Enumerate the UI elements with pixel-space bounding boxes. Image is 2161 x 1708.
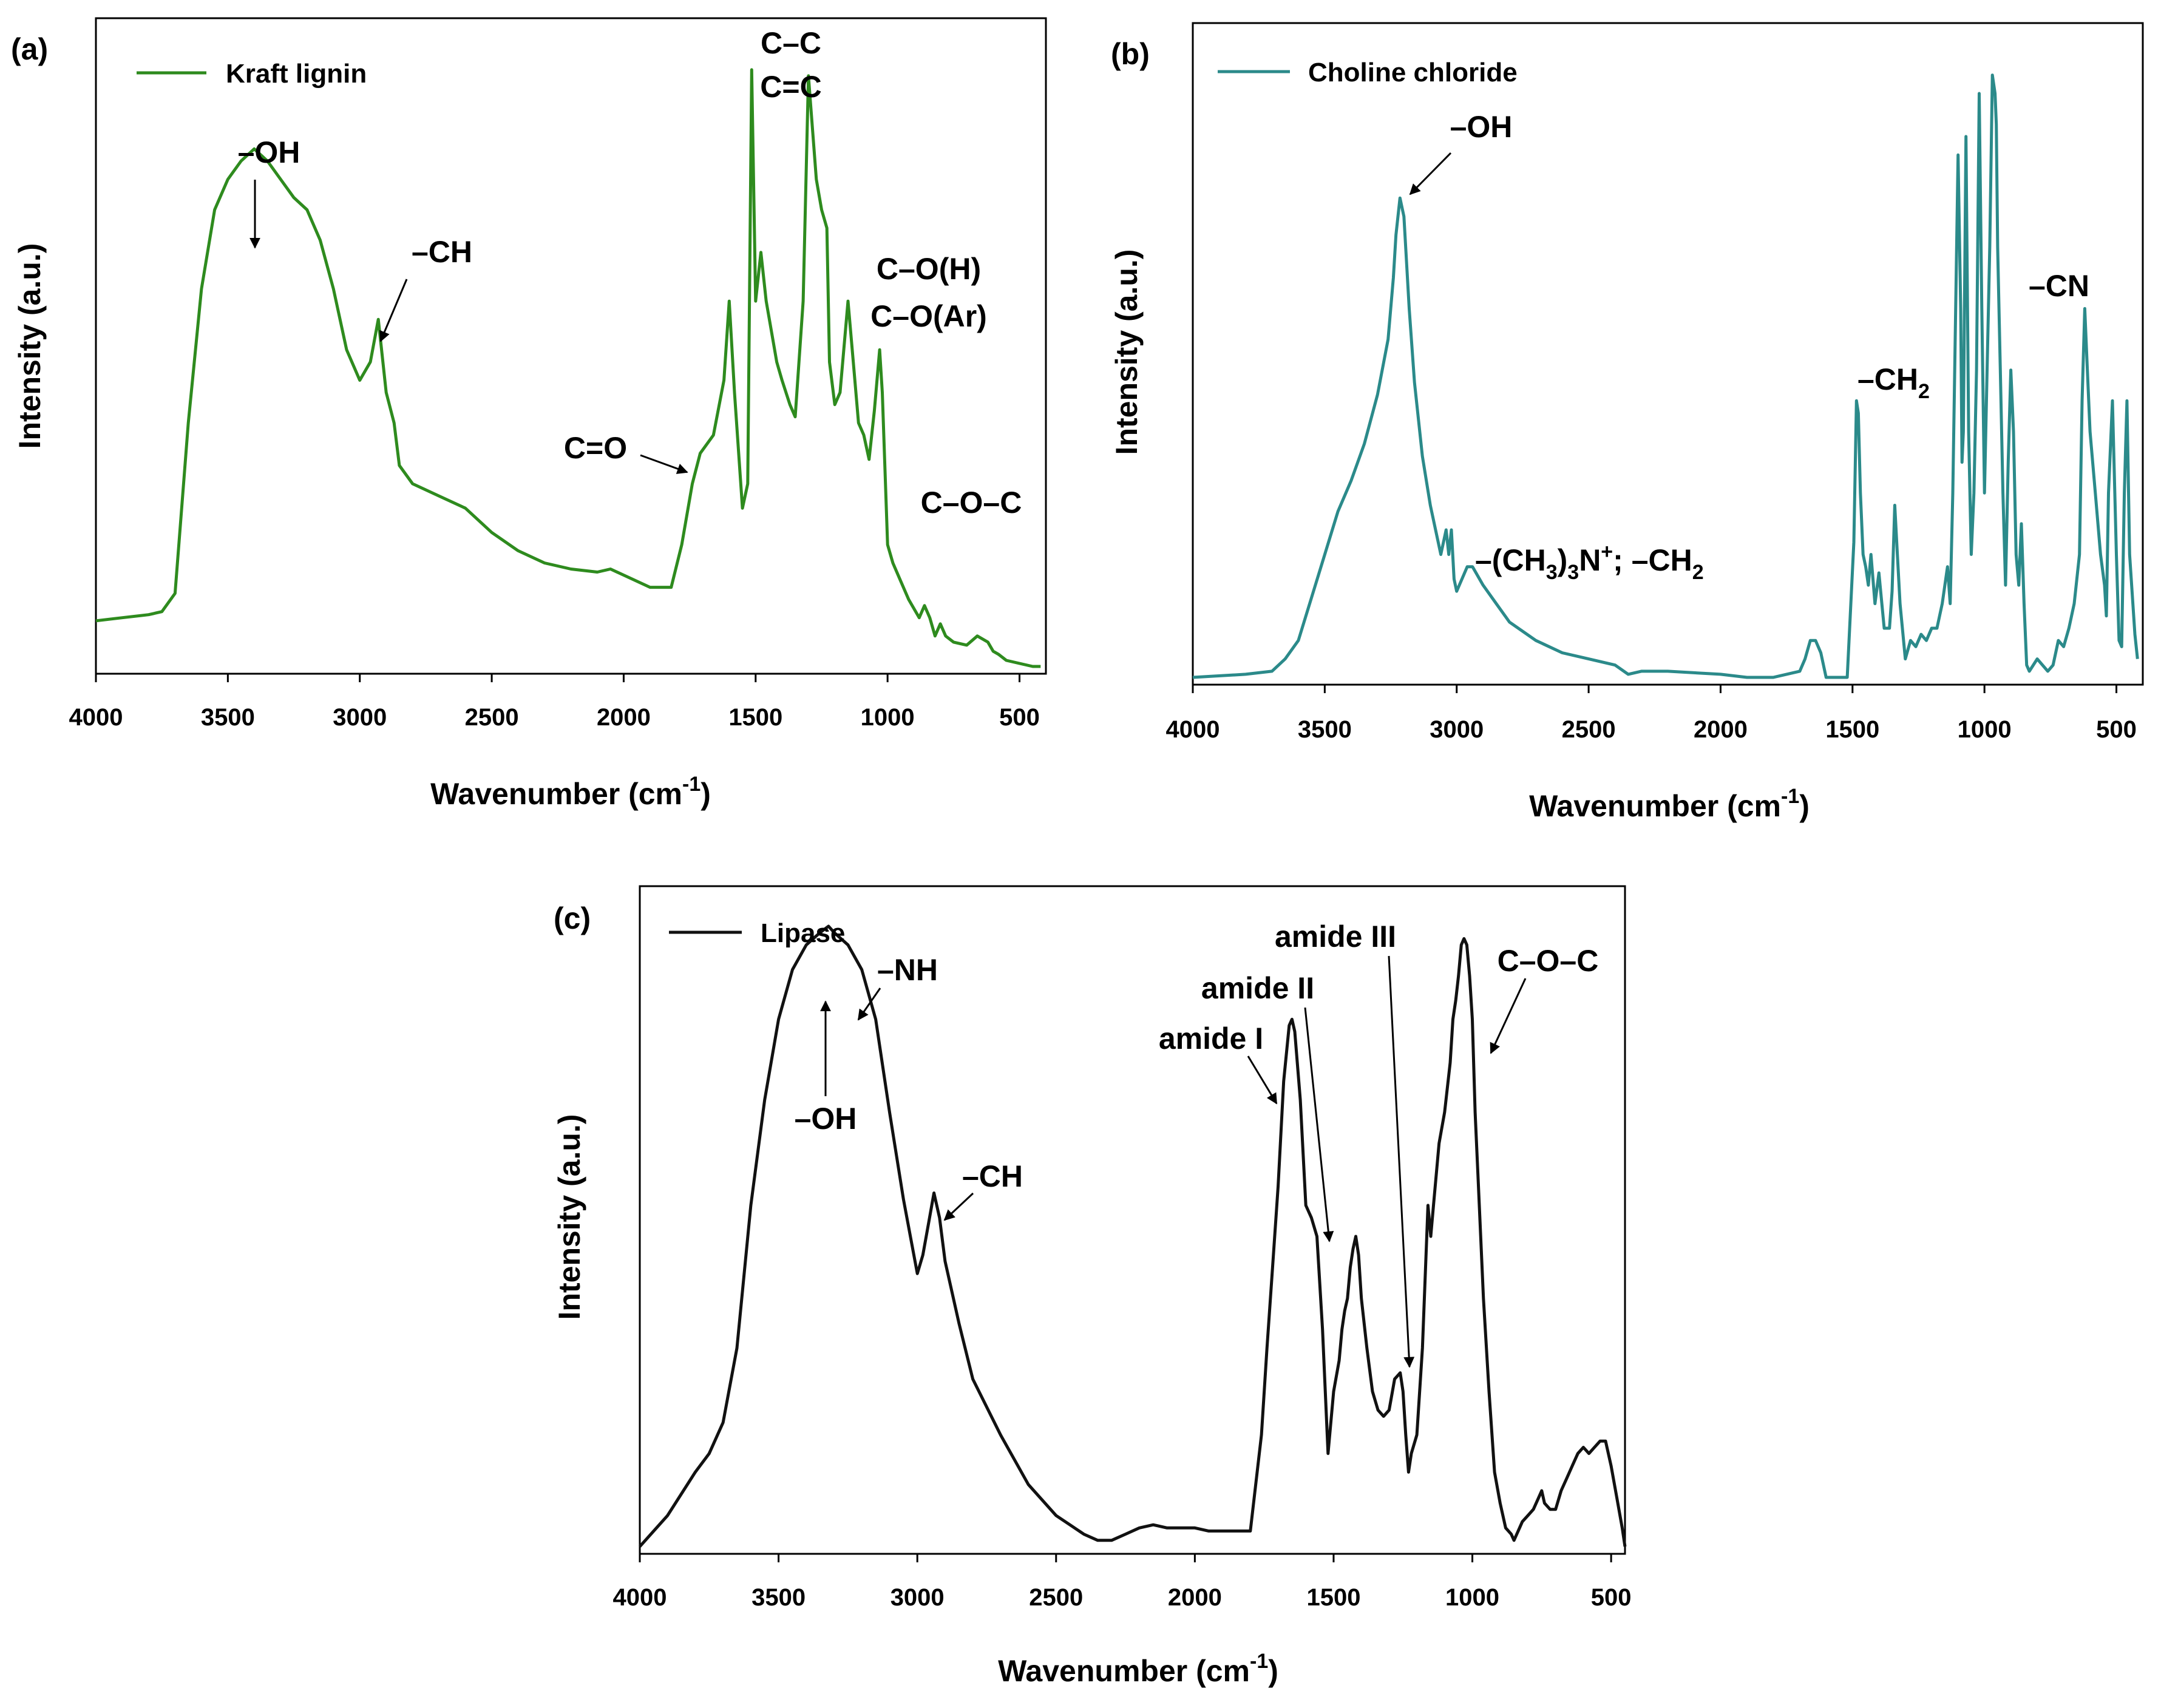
panel-b-xlabel: Wavenumber (cm-1) <box>1529 785 1810 823</box>
x-tick-label: 2000 <box>1168 1584 1222 1611</box>
x-tick-label: 3500 <box>1298 716 1352 743</box>
x-tick-label: 2500 <box>465 704 519 731</box>
x-tick-label: 3000 <box>891 1584 945 1611</box>
panel-a-ticks: 4000 3500 3000 2500 2000 1500 1000 500 <box>69 674 1040 731</box>
x-tick-label: 4000 <box>613 1584 667 1611</box>
annotation-cc: C–C <box>761 26 821 60</box>
annotation-ch3n-b: –(CH3)3N+; –CH2 <box>1475 540 1704 584</box>
x-tick-label: 3000 <box>1430 716 1484 743</box>
x-tick-label: 4000 <box>1166 716 1220 743</box>
annotation-ceqc: C=C <box>760 70 821 104</box>
annotation-amide1: amide I <box>1159 1022 1263 1056</box>
x-tick-label: 500 <box>2096 716 2137 743</box>
annotation-ch-c: –CH <box>962 1159 1023 1193</box>
arrow-ch <box>379 279 408 342</box>
panel-b: (b) 4000 3500 3000 2500 2000 1500 1000 500 Chol… <box>1110 22 2144 823</box>
panel-a-label: (a) <box>11 32 48 66</box>
panel-c-series-line <box>639 924 1627 1548</box>
annotation-amide2: amide II <box>1201 971 1314 1005</box>
annotation-coar: C–O(Ar) <box>870 299 987 333</box>
panel-b-legend-label: Choline chloride <box>1308 58 1518 87</box>
panel-a-xlabel: Wavenumber (cm-1) <box>430 773 711 811</box>
panel-c-label: (c) <box>554 901 591 935</box>
arrow-co <box>640 454 688 474</box>
arrow-oh-b <box>1409 152 1452 195</box>
x-tick-label: 3500 <box>751 1584 806 1611</box>
annotation-ch2-b: –CH2 <box>1857 362 1930 403</box>
annotation-oh: –OH <box>238 135 300 169</box>
x-tick-label: 2000 <box>1694 716 1748 743</box>
annotation-coc-c: C–O–C <box>1498 944 1599 978</box>
panel-b-series-line <box>1192 73 2139 679</box>
x-tick-label: 1500 <box>1306 1584 1360 1611</box>
panel-a-series-line <box>95 68 1041 668</box>
panel-c-ticks: 4000 3500 3000 2500 2000 1500 1000 500 <box>613 1554 1632 1611</box>
panel-b-label: (b) <box>1111 37 1150 71</box>
arrow-amide2 <box>1304 1007 1334 1242</box>
annotation-ch: –CH <box>412 235 472 269</box>
arrow-nh-c <box>857 988 881 1021</box>
x-tick-label: 2000 <box>597 704 651 731</box>
x-tick-label: 4000 <box>69 704 123 731</box>
x-tick-label: 500 <box>999 704 1040 731</box>
annotation-coh: C–O(H) <box>877 252 981 286</box>
x-tick-label: 1000 <box>1445 1584 1499 1611</box>
arrow-coc-c <box>1490 978 1527 1054</box>
panel-c: (c) 4000 3500 3000 2500 2000 1500 1000 500 Lipa… <box>552 885 1632 1688</box>
annotation-nh-c: –NH <box>877 953 938 987</box>
panel-b-ylabel: Intensity (a.u.) <box>1110 249 1144 455</box>
arrow-ch-c <box>943 1192 974 1221</box>
x-tick-label: 1000 <box>861 704 915 731</box>
x-tick-label: 1500 <box>1825 716 1879 743</box>
x-tick-label: 500 <box>1591 1584 1632 1611</box>
panel-a-ylabel: Intensity (a.u.) <box>13 243 47 449</box>
x-tick-label: 1000 <box>1958 716 2012 743</box>
x-tick-label: 1500 <box>728 704 782 731</box>
x-tick-label: 2500 <box>1562 716 1616 743</box>
annotation-cn-b: –CN <box>2029 269 2089 303</box>
x-tick-label: 3500 <box>201 704 255 731</box>
panel-a-legend-label: Kraft lignin <box>226 59 367 89</box>
panel-a-frame <box>95 17 1047 675</box>
annotation-amide3: amide III <box>1275 920 1396 954</box>
panel-b-ticks: 4000 3500 3000 2500 2000 1500 1000 500 <box>1166 685 2137 743</box>
panel-c-xlabel: Wavenumber (cm-1) <box>998 1650 1278 1688</box>
annotation-co: C=O <box>564 431 627 465</box>
annotation-oh-b: –OH <box>1450 110 1513 144</box>
panel-c-ylabel: Intensity (a.u.) <box>552 1114 586 1320</box>
panel-c-legend-label: Lipase <box>761 918 845 948</box>
panel-a: (a) 4000 3500 3000 2500 2000 1500 1000 500 Kraf… <box>11 17 1047 811</box>
panel-c-frame <box>639 885 1626 1555</box>
annotation-oh-c: –OH <box>795 1102 857 1136</box>
x-tick-label: 2500 <box>1029 1584 1083 1611</box>
arrow-amide3 <box>1388 955 1415 1368</box>
annotation-coc-a: C–O–C <box>921 486 1022 520</box>
panel-b-frame <box>1192 22 2144 686</box>
arrow-amide1 <box>1247 1056 1278 1105</box>
x-tick-label: 3000 <box>333 704 387 731</box>
